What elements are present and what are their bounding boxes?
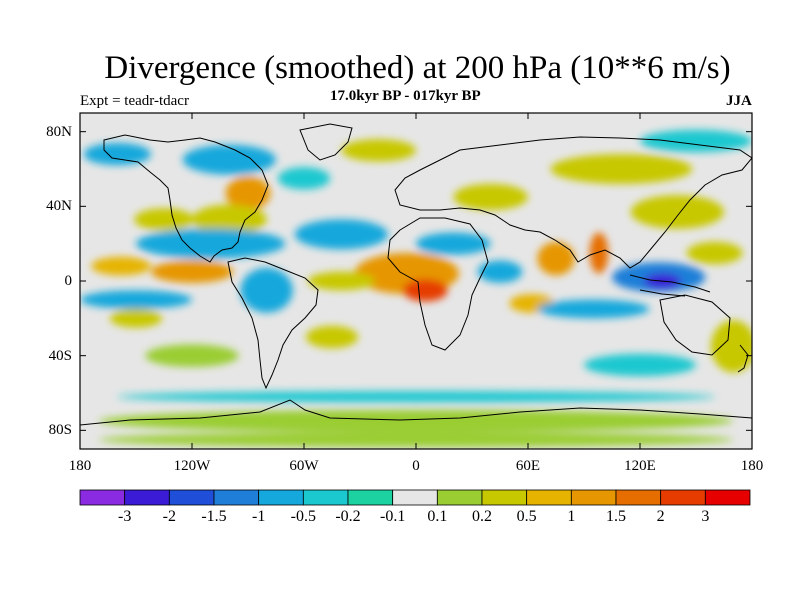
colorbar-swatch	[526, 489, 572, 506]
colorbar-swatch	[392, 489, 438, 506]
lat-label: 80N	[46, 123, 72, 140]
field-patch	[640, 129, 752, 153]
season-label: JJA	[726, 93, 752, 109]
colorbar-swatch	[302, 489, 349, 506]
field-patch	[307, 271, 375, 291]
lat-label: 40N	[46, 198, 72, 215]
colorbar-swatch	[704, 489, 751, 506]
lon-label: 120E	[624, 458, 656, 474]
colorbar-label: -0.1	[379, 508, 406, 525]
colorbar-swatch	[660, 489, 706, 506]
field-patch	[182, 144, 276, 175]
lon-label: 120W	[173, 458, 211, 474]
coastline-indonesia	[629, 274, 711, 297]
colorbar-swatch	[79, 489, 126, 506]
colorbar-label: -0.2	[335, 508, 361, 525]
colorbar-label: -1	[251, 508, 266, 525]
field-patch	[91, 256, 151, 276]
coastline-south-america	[227, 257, 319, 390]
colorbar-label: 2	[656, 508, 665, 525]
colorbar-swatch	[436, 489, 483, 506]
coastline-eurasia	[394, 136, 752, 269]
colorbar-swatch	[213, 489, 260, 506]
field-patch	[402, 279, 448, 302]
field-patch	[136, 228, 286, 259]
coastline-new-zealand	[737, 344, 749, 373]
field-patch	[589, 232, 609, 274]
lat-label: 0	[64, 273, 73, 289]
colorbar-label: -3	[117, 508, 132, 525]
colorbar-label: 0.1	[427, 508, 448, 525]
field-patch	[550, 154, 693, 184]
field-patch	[109, 309, 163, 328]
field-patch	[305, 325, 359, 349]
coastline-antarctica	[80, 399, 752, 426]
coastline-africa	[387, 217, 489, 351]
coastline-north-america	[103, 134, 269, 263]
axis-ticks	[79, 113, 753, 449]
period-label: 17.0kyr BP - 017kyr BP	[330, 88, 481, 104]
field-patch	[277, 167, 331, 190]
divergence-field	[80, 129, 752, 448]
field-patch	[710, 320, 752, 373]
colorbar-label: 3	[701, 508, 710, 525]
field-patch	[134, 208, 194, 231]
colorbar-label: 1	[567, 508, 576, 525]
field-patch	[453, 183, 528, 211]
colorbar-swatch	[570, 489, 617, 506]
coastline-australia	[659, 294, 731, 356]
colorbar	[79, 489, 751, 506]
colorbar-label: -2	[162, 508, 176, 525]
field-patch	[145, 344, 239, 367]
lon-label: 180	[740, 458, 764, 474]
colorbar-label: 1.5	[606, 508, 626, 525]
field-patch	[294, 219, 389, 250]
coastlines	[80, 123, 752, 426]
colorbar-swatch	[124, 489, 170, 506]
coastline-greenland	[299, 123, 353, 161]
field-patch	[537, 241, 575, 276]
field-patch	[83, 142, 151, 166]
colorbar-label: -1.5	[201, 508, 227, 525]
field-patch	[341, 139, 416, 162]
field-patch	[192, 204, 267, 235]
field-patch	[416, 232, 491, 255]
field-patch	[98, 432, 734, 448]
plot-title: Divergence (smoothed) at 200 hPa (10**6 …	[104, 50, 731, 86]
field-patch	[117, 391, 715, 403]
colorbar-swatch	[258, 489, 304, 506]
colorbar-label: -0.5	[290, 508, 316, 525]
field-patch	[98, 409, 734, 433]
field-patch	[537, 299, 650, 319]
field-patch	[80, 290, 192, 309]
field-patch	[686, 241, 743, 265]
colorbar-label: 0.2	[472, 508, 492, 525]
experiment-label: Expt = teadr-tdacr	[80, 93, 189, 109]
colorbar-swatch	[168, 489, 215, 506]
colorbar-swatch	[481, 489, 528, 506]
field-patch	[225, 176, 271, 211]
lon-label: 0	[412, 458, 420, 474]
field-patch	[150, 260, 234, 283]
colorbar-label: 0.5	[516, 508, 537, 525]
colorbar-swatch	[615, 489, 662, 506]
lon-label: 60W	[289, 458, 319, 474]
lat-label: 80S	[48, 422, 72, 439]
field-patch	[477, 260, 523, 283]
lon-label: 180	[68, 458, 92, 474]
colorbar-swatch	[347, 489, 394, 506]
lat-label: 40S	[48, 347, 72, 364]
field-patch	[240, 267, 293, 313]
field-patch	[630, 195, 724, 229]
field-patch	[584, 353, 696, 377]
lon-label: 60E	[515, 458, 541, 474]
